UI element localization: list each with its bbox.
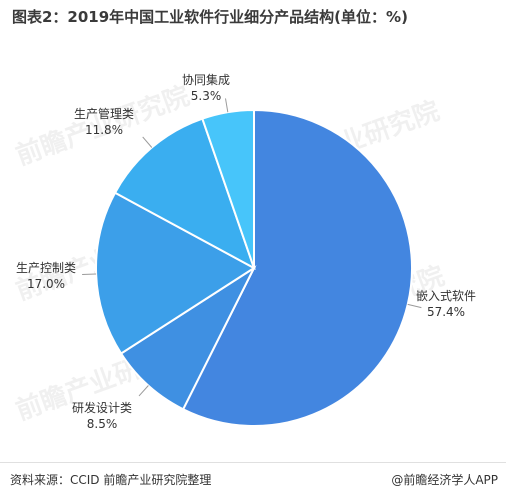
- pie-slice: [181, 108, 413, 427]
- footer: 资料来源：CCID 前瞻产业研究院整理 @前瞻经济学人APP: [0, 462, 506, 498]
- slice-value-label: 5.3%: [191, 89, 222, 103]
- pie-chart: 前瞻产业研究院前瞻产业研究院前瞻产业研究院前瞻产业研究院前瞻产业研究院 嵌入式软…: [12, 72, 476, 431]
- slice-label: 协同集成: [182, 72, 230, 87]
- brand-credit: @前瞻经济学人APP: [391, 473, 498, 487]
- slice-label: 嵌入式软件: [416, 289, 476, 303]
- pie-slice: [113, 117, 256, 271]
- pie-labels: 嵌入式软件 57.4% 研发设计类 8.5% 生产控制类 17.0% 生产管理类 11.8% 协…: [16, 72, 476, 431]
- slice-value-label: 8.5%: [87, 417, 118, 431]
- pie-slice: [119, 265, 257, 411]
- leader-line: [142, 136, 153, 148]
- slice-value-label: 11.8%: [85, 123, 123, 137]
- leader-line: [225, 98, 229, 113]
- slice-value-label: 17.0%: [27, 277, 65, 291]
- leader-line: [138, 385, 149, 397]
- pie-slice: [95, 191, 256, 355]
- pie-slices: [95, 108, 413, 427]
- slice-value-label: 57.4%: [427, 305, 465, 319]
- slice-label: 生产管理类: [74, 106, 134, 121]
- leader-line: [407, 303, 422, 309]
- chart-title: 图表2：2019年中国工业软件行业细分产品结构(单位：%): [12, 8, 408, 26]
- leader-line: [82, 273, 97, 275]
- slice-label: 研发设计类: [72, 400, 132, 415]
- source-note: 资料来源：CCID 前瞻产业研究院整理: [10, 473, 212, 487]
- slice-label: 生产控制类: [16, 261, 76, 275]
